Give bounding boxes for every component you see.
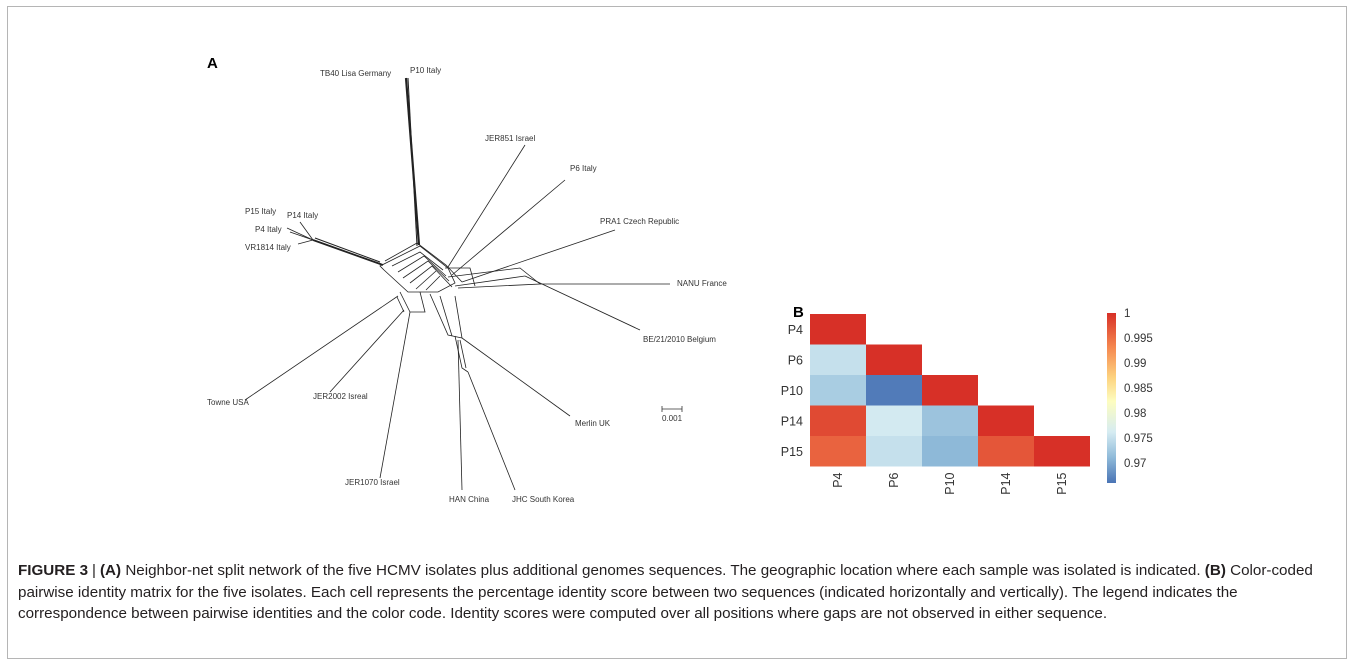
heatmap-row-labels: P4 P6 P10 P14 P15 [781,323,803,459]
taxon-label-jhc: JHC South Korea [512,495,575,504]
scale-bar-label: 0.001 [662,414,683,423]
heatmap-cell-P15-P6 [866,436,922,467]
col-label-P10: P10 [943,472,957,494]
caption-separator: | [92,562,96,579]
row-label-P14: P14 [781,414,803,428]
row-label-P15: P15 [781,445,803,459]
colorbar-tick-label: 0.975 [1124,433,1153,445]
heatmap-cell-P14-P4 [810,405,866,436]
taxon-labels: TB40 Lisa Germany P10 Italy JER851 Israe… [207,66,727,504]
taxon-label-tb40: TB40 Lisa Germany [320,69,391,78]
heatmap-cell-P15-P15 [1034,436,1090,467]
heatmap-cell-P14-P14 [978,405,1034,436]
network-edges [244,77,670,491]
heatmap-cell-P15-P14 [978,436,1034,467]
taxon-label-p4: P4 Italy [255,225,282,234]
caption-part-b: (B) [1204,562,1226,579]
col-label-P4: P4 [831,472,845,487]
heatmap-cell-P15-P10 [922,436,978,467]
row-label-P6: P6 [788,353,803,367]
taxon-label-towne: Towne USA [207,398,249,407]
split-network: A [207,55,727,504]
heatmap-col-labels: P4 P6 P10 P14 P15 [831,472,1069,494]
heatmap-cell-P4-P4 [810,314,866,345]
taxon-label-jer1070: JER1070 Israel [345,478,400,487]
scale-bar: 0.001 [661,406,683,423]
taxon-label-p15: P15 Italy [245,207,276,216]
figure-caption: FIGURE 3 | (A) Neighbor-net split network … [18,560,1338,625]
heatmap-cells [810,314,1090,467]
taxon-label-merlin: Merlin UK [575,419,611,428]
colorbar-tick-label: 0.97 [1124,458,1146,470]
colorbar-tick-label: 1 [1124,308,1130,320]
figure-frame [7,6,1347,659]
heatmap-cell-P10-P6 [866,375,922,406]
col-label-P14: P14 [999,472,1013,494]
caption-part-a: (A) [100,562,122,579]
taxon-label-p10: P10 Italy [410,66,441,75]
taxon-label-be21: BE/21/2010 Belgium [643,335,716,344]
col-label-P6: P6 [887,472,901,487]
caption-figure-label: FIGURE 3 [18,562,89,579]
colorbar-tick-label: 0.985 [1124,383,1153,395]
panel-a-label: A [207,55,218,72]
row-label-P10: P10 [781,384,803,398]
taxon-label-han: HAN China [449,495,490,504]
panel-b-label: B [793,304,804,321]
colorbar-tick-label: 0.98 [1124,408,1146,420]
taxon-label-vr1814: VR1814 Italy [245,243,291,252]
colorbar [1107,313,1116,483]
taxon-label-jer851: JER851 Israel [485,134,535,143]
taxon-label-p6: P6 Italy [570,164,597,173]
taxon-label-jer2002: JER2002 Isreal [313,392,368,401]
heatmap-cell-P10-P4 [810,375,866,406]
caption-text-a: Neighbor-net split network of the five H… [121,562,1205,579]
heatmap-cell-P10-P10 [922,375,978,406]
heatmap-cell-P14-P6 [866,405,922,436]
taxon-label-pra1: PRA1 Czech Republic [600,217,679,226]
heatmap-cell-P6-P6 [866,344,922,375]
heatmap-cell-P6-P4 [810,344,866,375]
colorbar-tick-label: 0.99 [1124,358,1146,370]
identity-heatmap: B P4 P6 P10 P14 P15 P4 P6 P10 P14 P15 1 0.995 0.99… [781,304,1153,495]
colorbar-ticks: 1 0.995 0.99 0.985 0.98 0.975 0.97 [1124,308,1153,470]
heatmap-cell-P15-P4 [810,436,866,467]
taxon-label-nanu: NANU France [677,279,727,288]
heatmap-cell-P14-P10 [922,405,978,436]
caption-text-b: Color-coded pairwise identity matrix for… [18,562,1313,622]
taxon-label-p14: P14 Italy [287,211,318,220]
row-label-P4: P4 [788,323,803,337]
colorbar-tick-label: 0.995 [1124,333,1153,345]
col-label-P15: P15 [1055,472,1069,494]
